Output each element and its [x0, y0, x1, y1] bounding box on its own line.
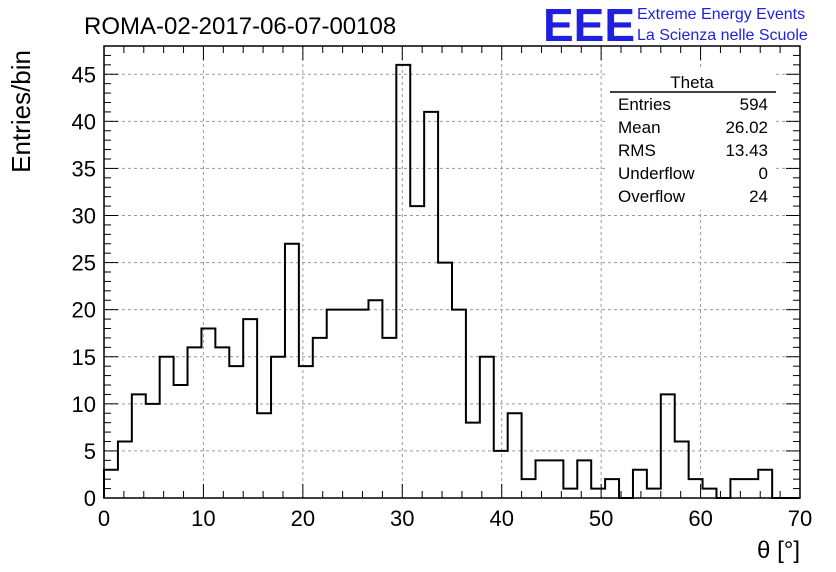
y-tick-label: 45: [72, 62, 96, 87]
histogram-bin: [299, 366, 313, 498]
x-axis-label: θ [°]: [757, 537, 800, 564]
stats-row-mean: Mean 26.02: [618, 118, 768, 137]
stats-label: Mean: [618, 118, 661, 137]
histogram-bin: [577, 460, 591, 498]
y-tick-label: 10: [72, 392, 96, 417]
y-axis-label: Entries/bin: [6, 50, 36, 173]
histogram-bin: [563, 489, 577, 498]
histogram-bin: [104, 470, 118, 498]
histogram-bin: [313, 338, 327, 498]
histogram-bin: [536, 460, 550, 498]
histogram-bin: [382, 338, 396, 498]
stats-value: 26.02: [725, 118, 768, 137]
stats-box: Theta Entries 594 Mean 26.02 RMS 13.43 U…: [608, 70, 776, 210]
histogram-bin: [730, 479, 744, 498]
y-tick-label: 40: [72, 109, 96, 134]
histogram-bin: [396, 65, 410, 498]
histogram-bin: [174, 385, 188, 498]
histogram-bin: [466, 423, 480, 498]
histogram-bin: [494, 451, 508, 498]
x-tick-label: 50: [589, 506, 613, 531]
stats-value: 24: [749, 187, 768, 206]
stats-label: Underflow: [618, 164, 695, 183]
histogram-bin: [215, 347, 229, 498]
histogram-outline: [103, 63, 800, 499]
histogram-bin: [522, 479, 536, 498]
histogram-bin: [480, 357, 494, 498]
histogram-bin: [243, 319, 257, 498]
histogram-bin: [744, 479, 758, 498]
stats-value: 594: [740, 95, 768, 114]
logo-line-2: La Scienza nelle Scuole: [637, 27, 808, 44]
histogram-bin: [703, 489, 717, 498]
stats-row-underflow: Underflow 0: [618, 164, 768, 183]
stats-label: Entries: [618, 95, 671, 114]
histogram-bin: [132, 394, 146, 498]
stats-row-overflow: Overflow 24: [618, 187, 768, 206]
x-tick-label: 70: [788, 506, 812, 531]
axis-ticks: 0 10 20 30 40 50 60 70 0 5 10 15 20 25 30 35 40 45: [72, 45, 812, 531]
logo-mark: EEE: [543, 0, 635, 51]
logo-line-1: Extreme Energy Events: [637, 6, 805, 23]
y-tick-label: 25: [72, 251, 96, 276]
histogram-bin: [229, 366, 243, 498]
histogram-bin: [271, 357, 285, 498]
y-tick-label: 5: [84, 439, 96, 464]
stats-value: 0: [759, 164, 768, 183]
histogram-bin: [160, 357, 174, 498]
histogram-bin: [647, 489, 661, 498]
histogram-bin: [605, 479, 619, 498]
histogram-bin: [424, 112, 438, 498]
histogram-bin: [661, 394, 675, 498]
x-tick-label: 40: [489, 506, 513, 531]
y-tick-label: 15: [72, 345, 96, 370]
histogram-bin: [675, 442, 689, 499]
stats-row-rms: RMS 13.43: [618, 141, 768, 160]
x-tick-label: 10: [191, 506, 215, 531]
stats-value: 13.43: [725, 141, 768, 160]
histogram-bin: [368, 300, 382, 498]
x-tick-label: 0: [98, 506, 110, 531]
y-tick-label: 30: [72, 204, 96, 229]
histogram-bin: [118, 442, 132, 499]
histogram-bin: [410, 206, 424, 498]
histogram-bin: [508, 413, 522, 498]
x-tick-label: 20: [291, 506, 315, 531]
stats-row-entries: Entries 594: [618, 95, 768, 114]
histogram-bin: [591, 489, 605, 498]
stats-label: Overflow: [618, 187, 686, 206]
stats-name: Theta: [670, 73, 714, 92]
histogram-bin: [633, 470, 647, 498]
y-tick-label: 35: [72, 156, 96, 181]
x-tick-label: 60: [688, 506, 712, 531]
histogram-bin: [438, 263, 452, 498]
eee-logo: EEE Extreme Energy Events La Scienza nel…: [543, 0, 808, 51]
histogram-bin: [285, 244, 299, 498]
histogram-bin: [188, 347, 202, 498]
chart-title: ROMA-02-2017-06-07-00108: [84, 13, 396, 40]
stats-label: RMS: [618, 141, 656, 160]
histogram-bin: [257, 413, 271, 498]
y-tick-label: 20: [72, 298, 96, 323]
y-tick-label: 0: [84, 486, 96, 511]
histogram-bars: [103, 63, 800, 499]
x-tick-label: 30: [390, 506, 414, 531]
